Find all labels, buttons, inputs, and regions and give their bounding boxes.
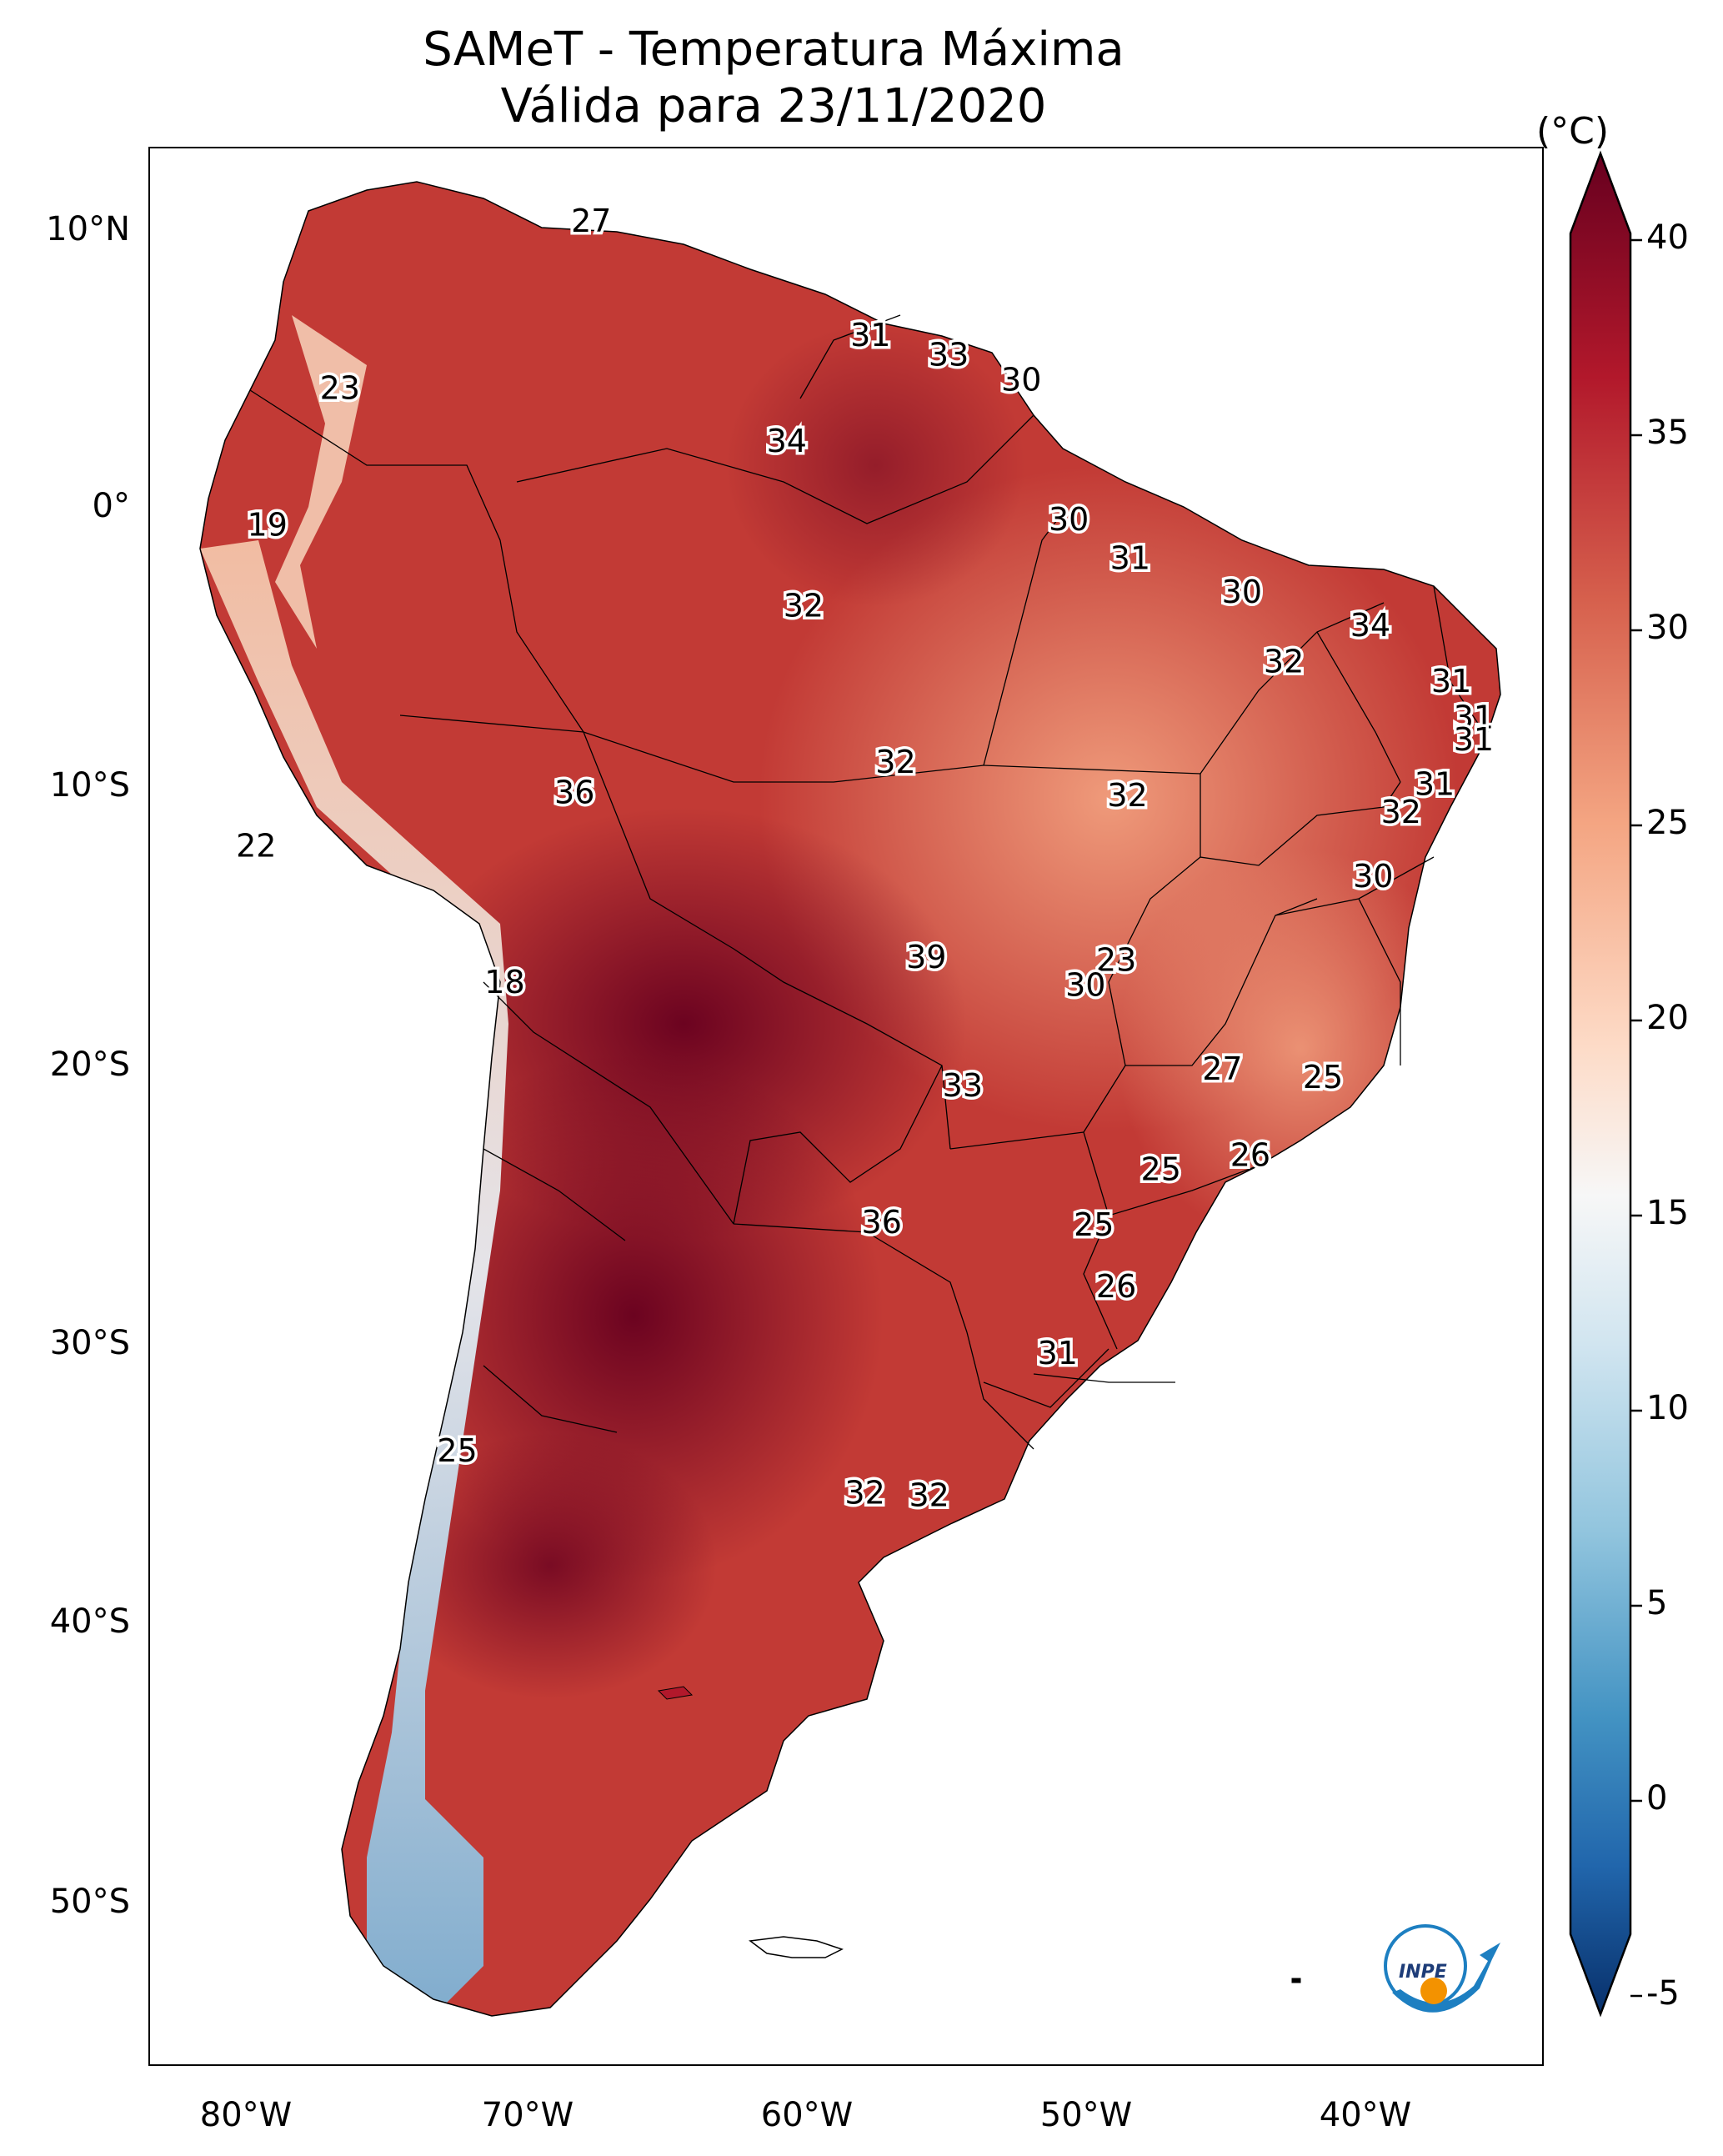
lat-label-40s: 40°S [49, 1602, 130, 1641]
lat-label-10n: 10°N [46, 210, 130, 248]
temperature-label: 32 [909, 1477, 949, 1514]
colorbar-tick-40: 40 [1646, 218, 1689, 257]
temperature-label: 36 [554, 775, 594, 811]
colorbar [1569, 150, 1642, 2018]
logo-text: INPE [1399, 1962, 1447, 1983]
temperature-label: 30 [1001, 362, 1041, 399]
lat-label-50s: 50°S [49, 1883, 130, 1921]
inpe-logo: INPE [1384, 1924, 1500, 2013]
colorbar-tick-25: 25 [1646, 804, 1689, 842]
temperature-label: 36 [862, 1204, 902, 1241]
colorbar-tick-5: 5 [1646, 1584, 1668, 1622]
temperature-label: 19 [248, 507, 288, 544]
temperature-label: 30 [1065, 967, 1105, 1004]
temperature-label: 26 [1230, 1137, 1270, 1174]
temperature-label: 23 [1096, 941, 1136, 978]
map-title: SAMeT - Temperatura Máxima [423, 23, 1124, 77]
temperature-label: 31 [1110, 540, 1150, 577]
temperature-label: 31 [1431, 663, 1471, 699]
temperature-label: 25 [1074, 1206, 1114, 1243]
islands [657, 1686, 1301, 1983]
colorbar-tick-20: 20 [1646, 999, 1689, 1037]
colorbar-tick-10: 10 [1646, 1389, 1689, 1427]
lon-label-60w: 60°W [760, 2096, 854, 2134]
colorbar-tick-30: 30 [1646, 609, 1689, 647]
temperature-label: 32 [875, 744, 915, 780]
temperature-label: 25 [437, 1432, 477, 1469]
lat-label-0: 0° [92, 487, 130, 525]
temperature-label: 22 [236, 827, 276, 864]
temperature-label: 32 [784, 588, 824, 624]
temperature-label: 31 [1038, 1335, 1078, 1371]
colorbar-tick-15: 15 [1646, 1194, 1689, 1232]
lat-label-30s: 30°S [49, 1324, 130, 1362]
colorbar-tick-35: 35 [1646, 414, 1689, 452]
temperature-label: 32 [1381, 794, 1421, 830]
map-subtitle: Válida para 23/11/2020 [500, 79, 1047, 133]
temperature-label: 25 [1303, 1059, 1343, 1096]
temperature-label: 31 [850, 317, 890, 353]
temperature-label: 33 [943, 1067, 983, 1104]
temperature-label: 32 [1107, 777, 1147, 814]
temperature-label: 26 [1096, 1268, 1136, 1305]
temperature-label: 33 [929, 337, 969, 374]
temperature-label: 34 [1350, 607, 1390, 644]
temperature-label: 31 [1454, 699, 1494, 735]
lat-label-10s: 10°S [49, 766, 130, 805]
colorbar-tick-0: 0 [1646, 1779, 1668, 1818]
temperature-label: 31 [1415, 766, 1455, 803]
temperature-label: 30 [1049, 501, 1089, 538]
lon-label-40w: 40°W [1319, 2096, 1412, 2134]
colorbar-unit: (°C) [1536, 110, 1610, 153]
temperature-label: 32 [1264, 643, 1304, 679]
temperature-label: 30 [1222, 574, 1262, 610]
temperature-label: 27 [1202, 1050, 1242, 1087]
temperature-label: 34 [767, 423, 807, 459]
lon-label-70w: 70°W [481, 2096, 574, 2134]
temperature-label: 27 [571, 203, 611, 239]
lon-label-50w: 50°W [1039, 2096, 1133, 2134]
temperature-label: 31 [1454, 721, 1494, 758]
temperature-label: 39 [906, 939, 946, 975]
temperature-label: 23 [320, 370, 360, 407]
temperature-label: 30 [1353, 858, 1393, 895]
temperature-label: 18 [484, 964, 524, 1000]
lat-label-20s: 20°S [49, 1045, 130, 1084]
country-borders [249, 314, 1485, 1450]
map-area[interactable]: 27 23 31 33 30 34 19 30 31 30 34 32 32 31 31 31 32 36 32 31… [148, 147, 1544, 2066]
lon-label-80w: 80°W [199, 2096, 293, 2134]
temperature-label: 32 [844, 1474, 884, 1511]
colorbar-tick-minus5: -5 [1646, 1974, 1680, 2013]
temperature-label: 25 [1141, 1151, 1181, 1187]
